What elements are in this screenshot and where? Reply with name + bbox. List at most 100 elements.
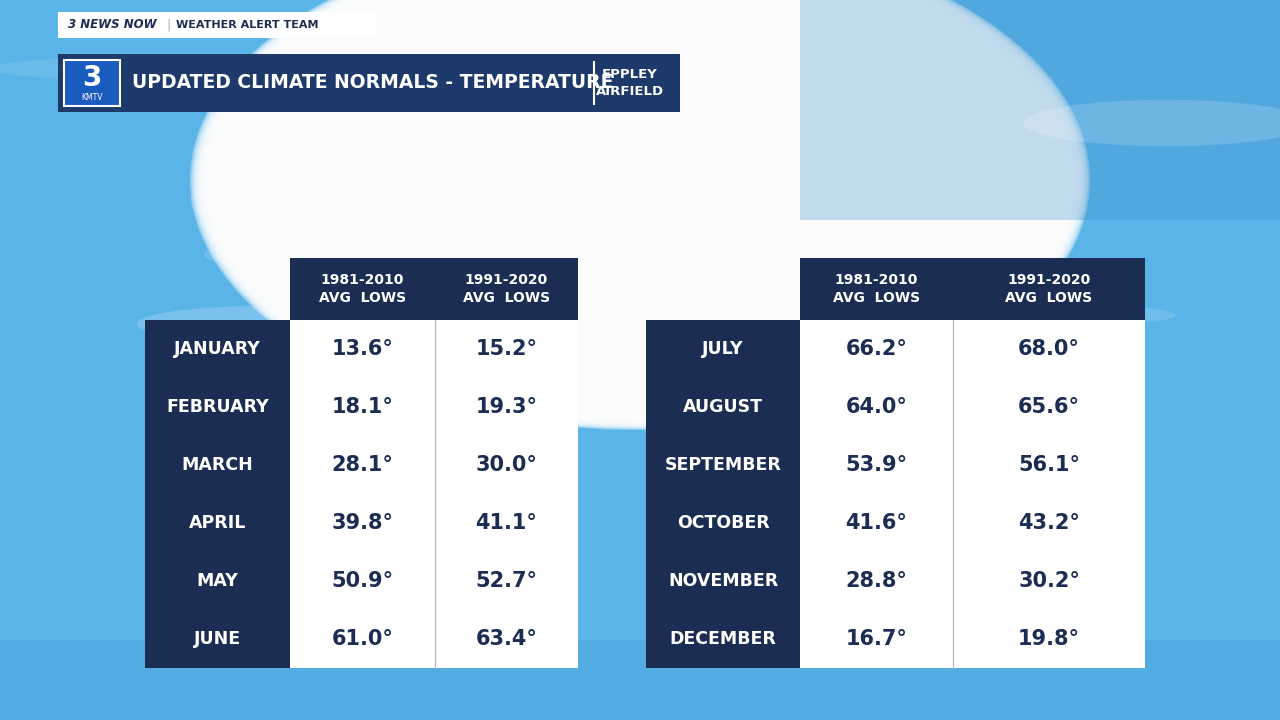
- Text: 63.4°: 63.4°: [476, 629, 538, 649]
- Ellipse shape: [303, 0, 977, 367]
- Text: 56.1°: 56.1°: [1018, 455, 1080, 475]
- Ellipse shape: [264, 0, 1016, 389]
- Text: EPPLEY
AIRFIELD: EPPLEY AIRFIELD: [596, 68, 664, 98]
- Text: 65.6°: 65.6°: [1018, 397, 1080, 417]
- Ellipse shape: [212, 0, 1068, 418]
- Ellipse shape: [221, 0, 1059, 412]
- Ellipse shape: [273, 0, 1007, 384]
- Text: MARCH: MARCH: [182, 456, 253, 474]
- Ellipse shape: [256, 0, 1024, 393]
- Text: JUNE: JUNE: [195, 630, 241, 648]
- FancyBboxPatch shape: [291, 320, 579, 378]
- Text: 53.9°: 53.9°: [845, 455, 908, 475]
- Text: AUGUST: AUGUST: [684, 398, 763, 416]
- Ellipse shape: [220, 0, 1060, 413]
- Ellipse shape: [301, 0, 979, 368]
- Text: WEATHER ALERT TEAM: WEATHER ALERT TEAM: [177, 20, 319, 30]
- Text: 28.8°: 28.8°: [846, 571, 908, 591]
- Ellipse shape: [867, 266, 1060, 302]
- FancyBboxPatch shape: [145, 320, 291, 378]
- Ellipse shape: [305, 0, 975, 366]
- Text: 1981-2010
AVG  LOWS: 1981-2010 AVG LOWS: [833, 273, 920, 305]
- FancyBboxPatch shape: [291, 258, 579, 320]
- Text: UPDATED CLIMATE NORMALS - TEMPERATURE: UPDATED CLIMATE NORMALS - TEMPERATURE: [132, 73, 613, 92]
- Text: 3 NEWS NOW: 3 NEWS NOW: [68, 19, 156, 32]
- Text: JULY: JULY: [703, 340, 744, 358]
- Ellipse shape: [282, 0, 998, 379]
- FancyBboxPatch shape: [646, 378, 800, 436]
- FancyBboxPatch shape: [58, 54, 680, 112]
- Ellipse shape: [218, 0, 1062, 415]
- Ellipse shape: [268, 0, 1012, 387]
- Ellipse shape: [197, 0, 1083, 426]
- Text: FEBRUARY: FEBRUARY: [166, 398, 269, 416]
- Ellipse shape: [283, 0, 997, 379]
- Text: 61.0°: 61.0°: [332, 629, 393, 649]
- Ellipse shape: [732, 235, 925, 270]
- Ellipse shape: [276, 0, 1004, 382]
- FancyBboxPatch shape: [291, 436, 579, 494]
- FancyBboxPatch shape: [646, 494, 800, 552]
- FancyBboxPatch shape: [145, 436, 291, 494]
- Text: APRIL: APRIL: [189, 514, 246, 532]
- Ellipse shape: [292, 0, 988, 374]
- Ellipse shape: [293, 0, 987, 373]
- Ellipse shape: [195, 0, 1085, 427]
- Ellipse shape: [219, 0, 1061, 414]
- Text: MAY: MAY: [197, 572, 238, 590]
- Ellipse shape: [204, 240, 399, 270]
- Ellipse shape: [278, 0, 1002, 382]
- Ellipse shape: [294, 0, 986, 372]
- Text: 13.6°: 13.6°: [332, 339, 393, 359]
- Text: OCTOBER: OCTOBER: [677, 514, 769, 532]
- Ellipse shape: [136, 306, 407, 342]
- Ellipse shape: [938, 235, 1039, 274]
- Ellipse shape: [192, 0, 1088, 429]
- Text: 28.1°: 28.1°: [332, 455, 393, 475]
- Ellipse shape: [269, 0, 1011, 386]
- FancyBboxPatch shape: [145, 552, 291, 610]
- Ellipse shape: [204, 0, 1076, 423]
- Ellipse shape: [288, 0, 992, 376]
- FancyBboxPatch shape: [800, 494, 1146, 552]
- Ellipse shape: [191, 178, 278, 225]
- Ellipse shape: [255, 0, 1025, 395]
- Ellipse shape: [239, 0, 1041, 402]
- Text: 15.2°: 15.2°: [475, 339, 538, 359]
- Ellipse shape: [251, 0, 1029, 396]
- FancyBboxPatch shape: [291, 378, 579, 436]
- Ellipse shape: [701, 287, 845, 315]
- Ellipse shape: [262, 0, 1018, 390]
- Ellipse shape: [274, 0, 1006, 383]
- Text: NOVEMBER: NOVEMBER: [668, 572, 778, 590]
- Ellipse shape: [300, 0, 980, 369]
- Text: 30.0°: 30.0°: [476, 455, 538, 475]
- Ellipse shape: [227, 0, 1053, 410]
- Text: |: |: [166, 19, 170, 32]
- Ellipse shape: [250, 0, 1030, 397]
- Text: 1981-2010
AVG  LOWS: 1981-2010 AVG LOWS: [319, 273, 406, 305]
- FancyBboxPatch shape: [58, 12, 376, 38]
- FancyBboxPatch shape: [145, 378, 291, 436]
- Ellipse shape: [252, 0, 1028, 395]
- Ellipse shape: [214, 0, 1066, 417]
- Text: 50.9°: 50.9°: [332, 571, 393, 591]
- Ellipse shape: [193, 0, 1087, 428]
- Ellipse shape: [261, 0, 1019, 391]
- Text: 19.8°: 19.8°: [1018, 629, 1080, 649]
- Text: 52.7°: 52.7°: [475, 571, 538, 591]
- Ellipse shape: [224, 0, 1056, 411]
- Text: 19.3°: 19.3°: [475, 397, 538, 417]
- Ellipse shape: [392, 56, 632, 91]
- Ellipse shape: [246, 0, 1034, 399]
- FancyBboxPatch shape: [291, 494, 579, 552]
- Ellipse shape: [271, 0, 1009, 385]
- Text: SEPTEMBER: SEPTEMBER: [664, 456, 781, 474]
- Ellipse shape: [242, 0, 1038, 401]
- Text: 1991-2020
AVG  LOWS: 1991-2020 AVG LOWS: [1005, 273, 1093, 305]
- Ellipse shape: [287, 0, 993, 377]
- FancyBboxPatch shape: [646, 610, 800, 668]
- FancyBboxPatch shape: [646, 320, 800, 378]
- FancyBboxPatch shape: [145, 610, 291, 668]
- Ellipse shape: [298, 0, 982, 370]
